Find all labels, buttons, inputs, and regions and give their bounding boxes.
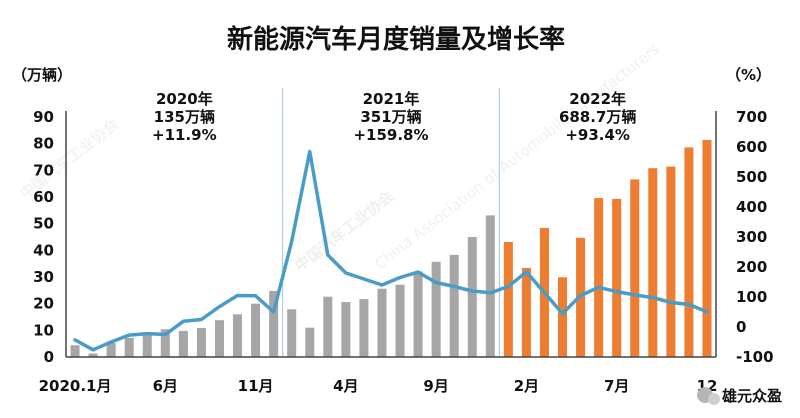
right-tick-label: 600: [736, 138, 767, 156]
annotation-line: 135万辆: [154, 108, 215, 126]
right-tick-label: 500: [736, 168, 767, 186]
right-tick-label: 200: [736, 258, 767, 276]
bar: [702, 139, 712, 357]
left-tick-label: 20: [33, 295, 54, 313]
bar: [305, 327, 315, 357]
annotation-line: +93.4%: [565, 126, 630, 144]
bar: [233, 314, 243, 357]
chart-title: 新能源汽车月度销量及增长率: [227, 24, 565, 55]
right-axis-ticks: -100 0 100 200 300 400 500 600 700: [736, 108, 774, 366]
bar: [630, 179, 640, 357]
bar: [395, 284, 405, 357]
left-axis-unit: （万辆）: [12, 66, 72, 84]
right-tick-label: -100: [736, 348, 774, 366]
annotation-line: 2020年: [156, 90, 213, 108]
bar: [214, 320, 224, 357]
bar: [341, 302, 351, 357]
bar: [594, 198, 604, 357]
x-tick-label: 6月: [153, 377, 178, 395]
annotation-line: 351万辆: [360, 108, 421, 126]
right-tick-label: 400: [736, 198, 767, 216]
bar: [142, 335, 152, 357]
bar: [666, 166, 676, 357]
annotation-line: +11.9%: [152, 126, 217, 144]
x-tick-label: 2月: [514, 377, 539, 395]
bar: [503, 242, 513, 357]
year-dividers: [282, 88, 500, 357]
bar: [612, 198, 622, 357]
bar: [377, 288, 387, 357]
logo-text: 雄元众盈: [721, 387, 782, 405]
right-tick-label: 0: [736, 318, 746, 336]
bar: [178, 330, 188, 357]
bar: [485, 215, 495, 357]
left-tick-label: 10: [33, 321, 54, 339]
left-tick-label: 50: [33, 215, 54, 233]
right-tick-label: 100: [736, 288, 767, 306]
left-axis-ticks: 0 10 20 30 40 50 60 70 80 90: [33, 108, 54, 366]
x-tick-label: 4月: [333, 377, 358, 395]
growth-rate-line: [73, 149, 709, 352]
left-tick-label: 60: [33, 188, 54, 206]
bar: [196, 327, 206, 357]
bar: [160, 329, 170, 357]
annotation-line: 2022年: [569, 90, 626, 108]
wechat-logo: 雄元众盈: [697, 387, 782, 405]
bar: [359, 299, 369, 357]
bar: [467, 237, 477, 357]
bar: [684, 147, 694, 357]
bar: [449, 254, 459, 357]
wechat-icon-bubble: [708, 393, 720, 405]
right-axis-unit: （%）: [726, 66, 771, 84]
right-tick-label: 300: [736, 228, 767, 246]
left-tick-label: 70: [33, 161, 54, 179]
annotation-line: 2021年: [363, 90, 420, 108]
x-tick-label: 2020.1月: [39, 377, 112, 395]
bar: [269, 290, 279, 357]
x-tick-label: 11月: [238, 377, 274, 395]
annotation-line: +159.8%: [353, 126, 428, 144]
bar: [648, 168, 658, 357]
right-tick-label: 700: [736, 108, 767, 126]
bar: [323, 296, 333, 357]
x-tick-label: 9月: [423, 377, 448, 395]
bar: [287, 309, 297, 357]
left-tick-label: 80: [33, 135, 54, 153]
bar: [521, 267, 531, 357]
left-tick-label: 40: [33, 241, 54, 259]
axes: [65, 111, 717, 358]
left-tick-label: 0: [44, 348, 54, 366]
x-axis-ticks: 2020.1月 6月 11月 4月 9月 2月 7月 12: [39, 377, 718, 395]
bar: [106, 342, 116, 357]
left-tick-label: 90: [33, 108, 54, 126]
bar: [431, 261, 441, 357]
annotation-line: 688.7万辆: [559, 108, 636, 126]
bar: [124, 337, 134, 357]
x-tick-label: 7月: [604, 377, 629, 395]
bar: [413, 271, 423, 357]
bar-series: [70, 139, 712, 357]
bar: [88, 353, 98, 357]
bar: [251, 303, 261, 357]
bar: [558, 277, 568, 357]
bar: [70, 345, 80, 357]
left-tick-label: 30: [33, 268, 54, 286]
